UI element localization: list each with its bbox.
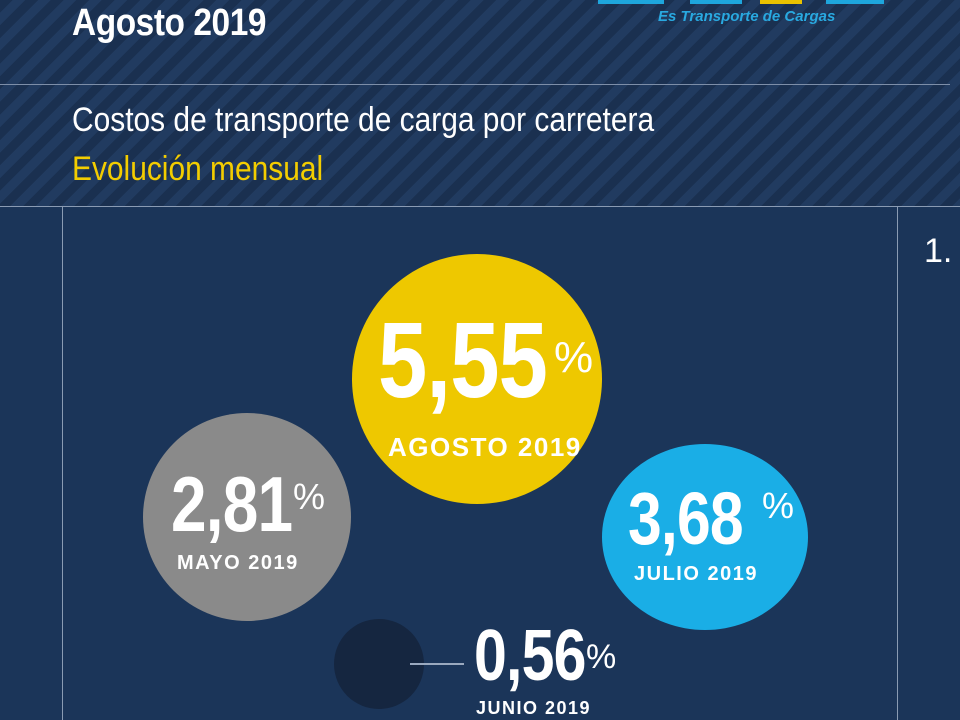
bubble-mayo-2019: 2,81 % MAYO 2019: [143, 413, 351, 621]
brand-logo-bar-blue-3: [826, 0, 884, 4]
period-title: Agosto 2019: [72, 2, 267, 44]
header-banner: Agosto 2019 Es Transporte de Cargas Cost…: [0, 0, 960, 206]
percent-sign: %: [293, 476, 326, 517]
percent-sign: %: [762, 485, 795, 526]
right-panel-border: [897, 207, 898, 720]
brand-logo-bar-yellow: [760, 0, 802, 4]
bubble-julio-2019: 3,68 % JULIO 2019: [602, 444, 808, 630]
brand-tagline: Es Transporte de Cargas: [658, 8, 836, 25]
bubble-value: 5,55: [378, 299, 548, 420]
header-bottom-divider: [0, 206, 960, 207]
side-panel-number: 1.: [924, 232, 953, 270]
junio-connector-line: [410, 663, 464, 665]
junio-label: JUNIO 2019: [476, 698, 592, 718]
bubble-label: JULIO 2019: [634, 563, 758, 585]
bubble-value: 3,68: [628, 477, 744, 560]
page-title: Costos de transporte de carga por carret…: [72, 101, 655, 139]
bubble-value: 2,81: [171, 460, 293, 548]
bubble-label: AGOSTO 2019: [388, 432, 582, 462]
percent-sign: %: [554, 333, 594, 382]
brand-logo-bar-blue-1: [598, 0, 664, 4]
bubble-label: MAYO 2019: [177, 552, 299, 574]
bubble-agosto-2019: 5,55 % AGOSTO 2019: [352, 254, 602, 504]
brand-logo-bar-blue-2: [690, 0, 742, 4]
left-panel-border: [62, 207, 63, 720]
bubble-junio-2019: [334, 619, 424, 709]
header-divider: [0, 84, 950, 85]
junio-value: 0,56: [474, 616, 586, 696]
page-subtitle: Evolución mensual: [72, 150, 324, 188]
junio-percent-sign: %: [586, 638, 617, 676]
